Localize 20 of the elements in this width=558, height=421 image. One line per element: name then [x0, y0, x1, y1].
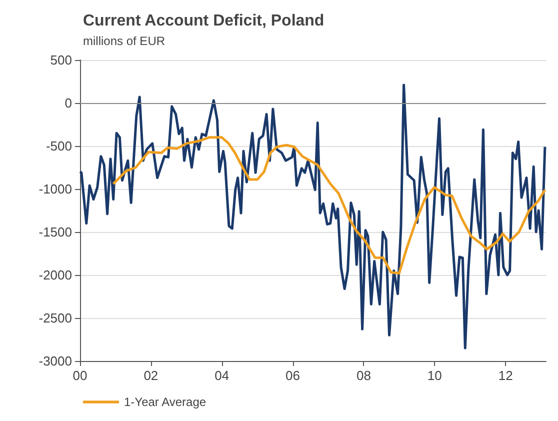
x-tick-label: 02 [144, 368, 158, 383]
y-tick-label: 0 [64, 96, 72, 110]
x-tick-label: 04 [214, 368, 230, 383]
legend-label: 1-Year Average [124, 395, 206, 409]
line-series [112, 136, 546, 275]
x-tick-label: 06 [286, 368, 300, 383]
x-tick-label: 08 [356, 368, 371, 383]
line-series [78, 84, 546, 350]
x-tick-label: 10 [427, 368, 442, 383]
y-tick-label: -2500 [38, 310, 72, 326]
x-tick-label: 00 [72, 368, 88, 383]
chart-title: Current Account Deficit, Poland [83, 12, 324, 30]
y-tick-label: -1500 [38, 224, 72, 240]
chart-subtitle: millions of EUR [83, 34, 166, 48]
y-tick-label: -3000 [38, 354, 72, 368]
y-tick-label: -2000 [38, 268, 72, 282]
x-tick-label: 12 [498, 368, 513, 383]
y-tick-label: -1000 [38, 182, 72, 196]
y-tick-label: -500 [46, 138, 72, 154]
y-tick-label: 500 [50, 52, 72, 68]
